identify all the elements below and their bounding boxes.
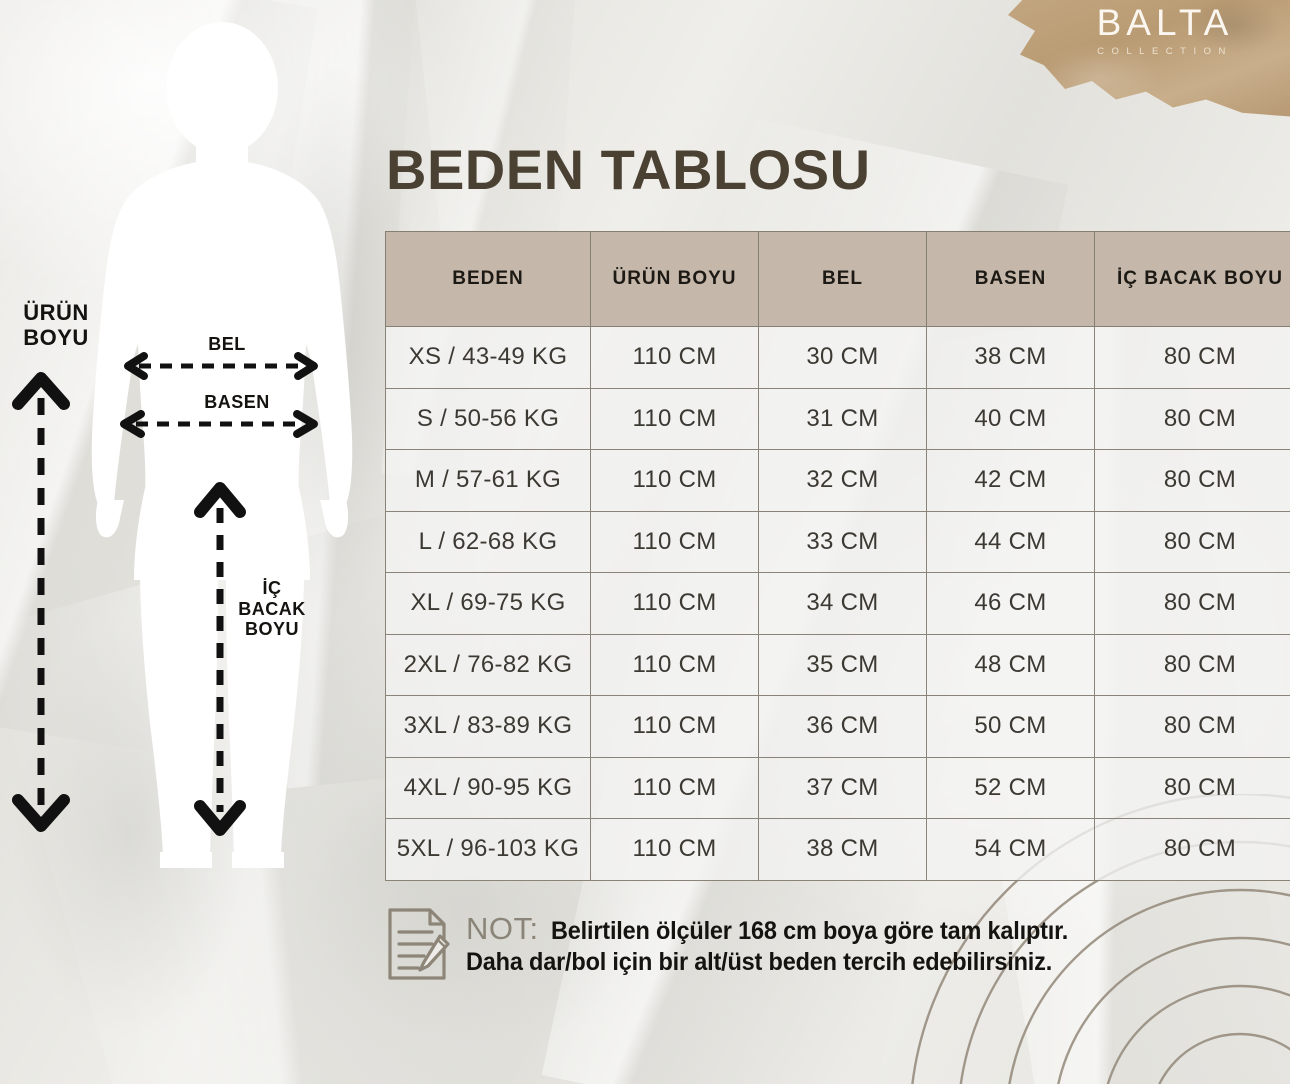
basen-arrow: [120, 410, 318, 438]
col-header-ic-bacak-boyu: İÇ BACAK BOYU: [1094, 231, 1290, 327]
kraft-paper-patch: [1008, 0, 1290, 118]
table-row: S / 50-56 KG 110 CM 31 CM 40 CM 80 CM: [385, 387, 1290, 450]
table-row: XS / 43-49 KG 110 CM 30 CM 38 CM 80 CM: [385, 326, 1290, 389]
diagram-label-urun-boyu: ÜRÜN BOYU: [23, 300, 89, 351]
cell-bel: 30 CM: [758, 326, 927, 389]
ic-bacak-boyu-arrow: [194, 482, 246, 836]
cell-bel: 38 CM: [758, 818, 927, 881]
table-row: M / 57-61 KG 110 CM 32 CM 42 CM 80 CM: [385, 449, 1290, 512]
col-header-urun-boyu: ÜRÜN BOYU: [590, 231, 759, 327]
cell-bel: 31 CM: [758, 387, 927, 450]
cell-basen: 50 CM: [926, 695, 1095, 758]
cell-bel: 37 CM: [758, 756, 927, 819]
cell-bel: 35 CM: [758, 633, 927, 696]
cell-basen: 38 CM: [926, 326, 1095, 389]
cell-bel: 36 CM: [758, 695, 927, 758]
cell-ic-bacak-boyu: 80 CM: [1094, 633, 1290, 696]
table-row: 4XL / 90-95 KG 110 CM 37 CM 52 CM 80 CM: [385, 756, 1290, 819]
note-text-line-1: Belirtilen ölçüler 168 cm boya göre tam …: [550, 917, 1068, 945]
cell-bel: 34 CM: [758, 572, 927, 635]
cell-basen: 54 CM: [926, 818, 1095, 881]
cell-urun-boyu: 110 CM: [590, 510, 759, 573]
cell-ic-bacak-boyu: 80 CM: [1094, 326, 1290, 389]
cell-basen: 44 CM: [926, 510, 1095, 573]
cell-ic-bacak-boyu: 80 CM: [1094, 510, 1290, 573]
table-row: 2XL / 76-82 KG 110 CM 35 CM 48 CM 80 CM: [385, 633, 1290, 696]
table-header-row: BEDEN ÜRÜN BOYU BEL BASEN İÇ BACAK BOYU: [385, 231, 1290, 327]
table-row: XL / 69-75 KG 110 CM 34 CM 46 CM 80 CM: [385, 572, 1290, 635]
cell-ic-bacak-boyu: 80 CM: [1094, 818, 1290, 881]
cell-basen: 48 CM: [926, 633, 1095, 696]
cell-basen: 46 CM: [926, 572, 1095, 635]
cell-urun-boyu: 110 CM: [590, 818, 759, 881]
cell-bel: 33 CM: [758, 510, 927, 573]
cell-ic-bacak-boyu: 80 CM: [1094, 449, 1290, 512]
col-header-basen: BASEN: [926, 231, 1095, 327]
note-text-line-2: Daha dar/bol için bir alt/üst beden terc…: [466, 948, 1053, 976]
size-table: BEDEN ÜRÜN BOYU BEL BASEN İÇ BACAK BOYU …: [385, 231, 1290, 881]
page-title: BEDEN TABLOSU: [386, 138, 871, 201]
size-table-head: BEDEN ÜRÜN BOYU BEL BASEN İÇ BACAK BOYU: [385, 231, 1290, 327]
cell-urun-boyu: 110 CM: [590, 326, 759, 389]
cell-ic-bacak-boyu: 80 CM: [1094, 695, 1290, 758]
cell-beden: 4XL / 90-95 KG: [385, 756, 591, 819]
table-row: 5XL / 96-103 KG 110 CM 38 CM 54 CM 80 CM: [385, 818, 1290, 881]
cell-basen: 52 CM: [926, 756, 1095, 819]
cell-urun-boyu: 110 CM: [590, 572, 759, 635]
note-document-pencil-icon: [388, 908, 450, 980]
cell-ic-bacak-boyu: 80 CM: [1094, 387, 1290, 450]
size-table-container: BEDEN ÜRÜN BOYU BEL BASEN İÇ BACAK BOYU …: [385, 231, 1290, 881]
diagram-label-ic-bacak-boyu: İÇ BACAK BOYU: [238, 578, 306, 640]
note-text-block: NOT: Belirtilen ölçüler 168 cm boya göre…: [466, 911, 1101, 977]
table-row: 3XL / 83-89 KG 110 CM 36 CM 50 CM 80 CM: [385, 695, 1290, 758]
table-row: L / 62-68 KG 110 CM 33 CM 44 CM 80 CM: [385, 510, 1290, 573]
cell-urun-boyu: 110 CM: [590, 695, 759, 758]
note-block: NOT: Belirtilen ölçüler 168 cm boya göre…: [386, 906, 1101, 982]
urun-boyu-arrow: [12, 372, 70, 832]
cell-ic-bacak-boyu: 80 CM: [1094, 756, 1290, 819]
bel-arrow: [124, 352, 318, 380]
cell-beden: L / 62-68 KG: [385, 510, 591, 573]
cell-basen: 42 CM: [926, 449, 1095, 512]
cell-beden: M / 57-61 KG: [385, 449, 591, 512]
col-header-beden: BEDEN: [385, 231, 591, 327]
cell-ic-bacak-boyu: 80 CM: [1094, 572, 1290, 635]
cell-urun-boyu: 110 CM: [590, 756, 759, 819]
body-measurement-diagram: ÜRÜN BOYU BEL BASEN İÇ BACAK BOYU: [0, 0, 380, 900]
cell-beden: XL / 69-75 KG: [385, 572, 591, 635]
size-table-body: XS / 43-49 KG 110 CM 30 CM 38 CM 80 CM S / 50…: [385, 326, 1290, 881]
diagram-label-basen: BASEN: [204, 392, 270, 412]
cell-basen: 40 CM: [926, 387, 1095, 450]
col-header-bel: BEL: [758, 231, 927, 327]
cell-urun-boyu: 110 CM: [590, 387, 759, 450]
note-first-line: NOT: Belirtilen ölçüler 168 cm boya göre…: [466, 911, 1101, 947]
cell-urun-boyu: 110 CM: [590, 449, 759, 512]
cell-beden: 3XL / 83-89 KG: [385, 695, 591, 758]
body-silhouette-icon: [12, 22, 353, 868]
cell-urun-boyu: 110 CM: [590, 633, 759, 696]
cell-beden: 2XL / 76-82 KG: [385, 633, 591, 696]
cell-beden: 5XL / 96-103 KG: [385, 818, 591, 881]
cell-beden: S / 50-56 KG: [385, 387, 591, 450]
diagram-label-bel: BEL: [208, 334, 246, 354]
cell-beden: XS / 43-49 KG: [385, 326, 591, 389]
note-label: NOT:: [466, 911, 539, 946]
cell-bel: 32 CM: [758, 449, 927, 512]
